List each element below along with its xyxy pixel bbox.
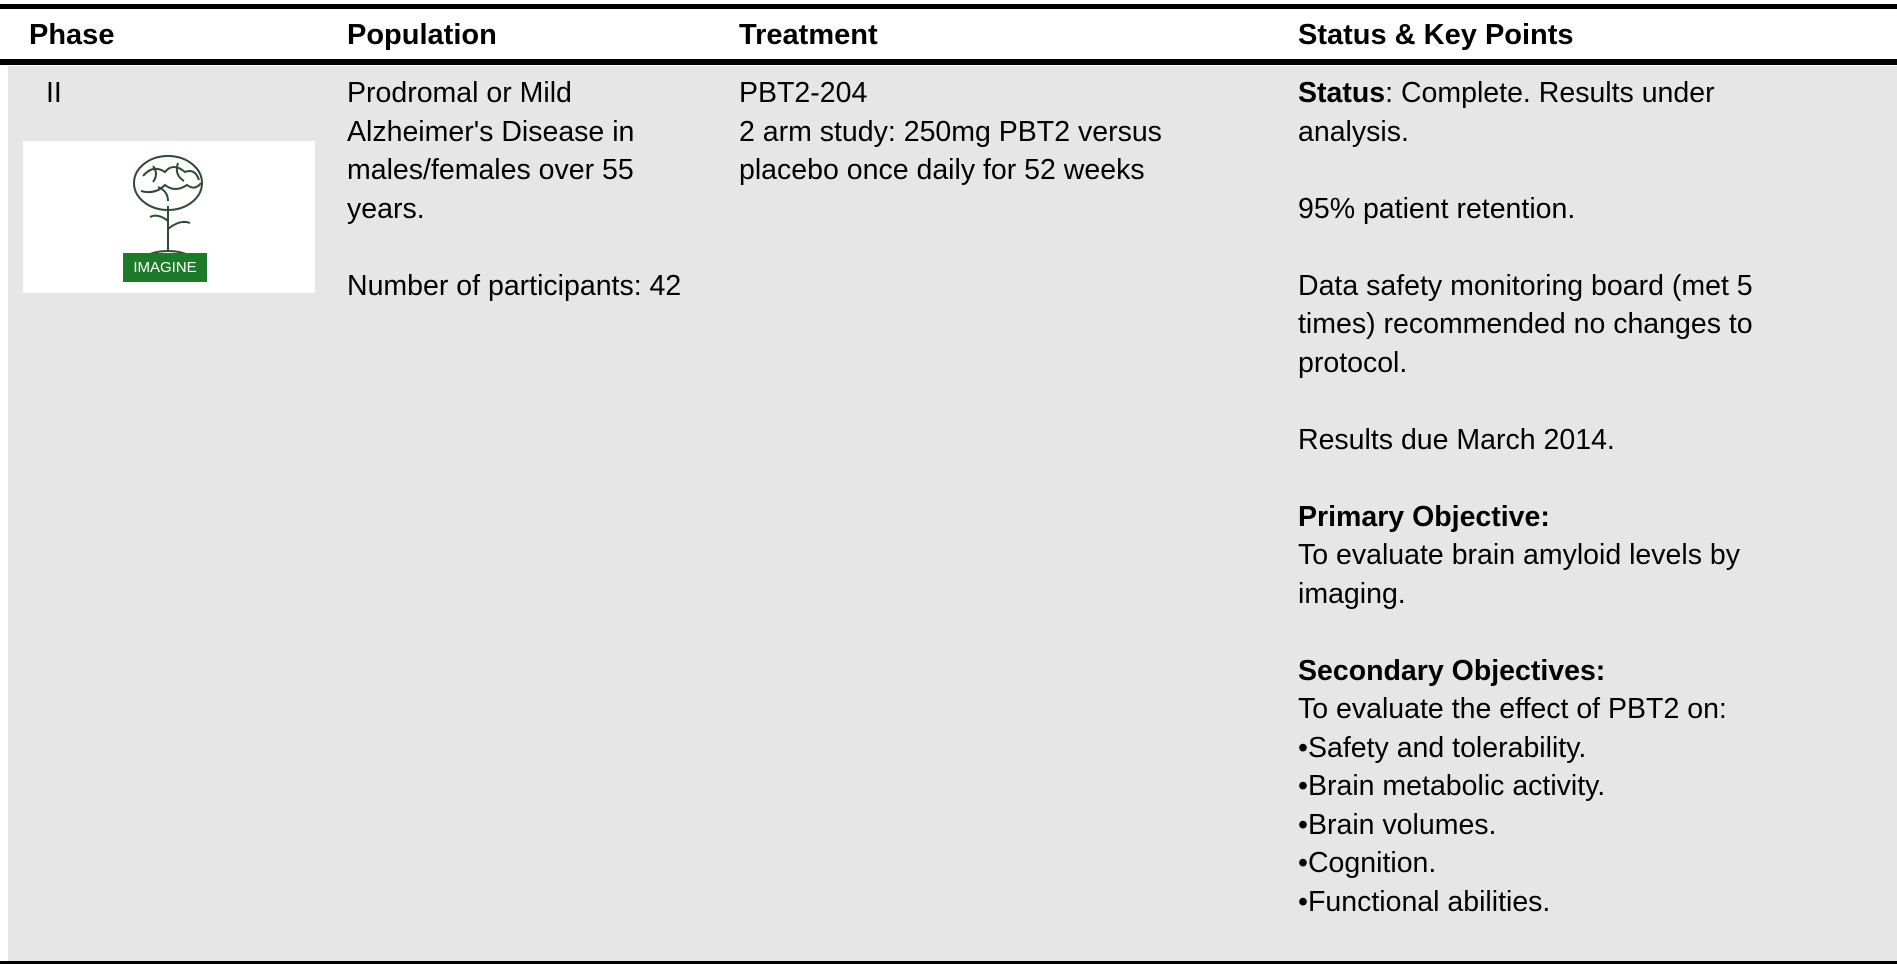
secondary-item: •Functional abilities.	[1298, 883, 1808, 922]
page: {"table": { "headers": ["Phase", "Popula…	[0, 0, 1897, 965]
population: Prodromal or Mild Alzheimer's Disease in…	[347, 74, 682, 344]
secondary-intro: To evaluate the effect of PBT2 on:	[1298, 690, 1808, 729]
secondary-heading-text: Secondary Objectives:	[1298, 655, 1605, 687]
status-label: Status	[1298, 77, 1385, 109]
treatment: PBT2-204 2 arm study: 250mg PBT2 versus …	[739, 74, 1229, 190]
note: Data safety monitoring board (met 5 time…	[1298, 267, 1808, 383]
status-line: Status: Complete. Results under analysis…	[1298, 74, 1808, 151]
primary-heading-text: Primary Objective:	[1298, 501, 1550, 533]
phase: II	[46, 74, 62, 113]
participants: Number of participants: 42	[347, 267, 682, 306]
bottom-rule	[0, 961, 1897, 964]
secondary-item: •Cognition.	[1298, 844, 1808, 883]
treatment-code: PBT2-204	[739, 74, 1229, 113]
population-text: Prodromal or Mild Alzheimer's Disease in…	[347, 74, 682, 228]
secondary-heading: Secondary Objectives:	[1298, 652, 1808, 691]
header-treatment: Treatment	[739, 17, 878, 53]
header-status: Status & Key Points	[1298, 17, 1574, 53]
top-rule	[0, 4, 1897, 9]
note: Results due March 2014.	[1298, 421, 1808, 460]
header-rule	[0, 59, 1897, 65]
note: 95% patient retention.	[1298, 190, 1808, 229]
header-population: Population	[347, 17, 497, 53]
primary-text: To evaluate brain amyloid levels by imag…	[1298, 536, 1808, 613]
primary-heading: Primary Objective:	[1298, 498, 1808, 537]
secondary-list: •Safety and tolerability.•Brain metaboli…	[1298, 729, 1808, 922]
status: Status: Complete. Results under analysis…	[1298, 74, 1808, 921]
header-phase: Phase	[29, 17, 114, 53]
secondary-item: •Safety and tolerability.	[1298, 729, 1808, 768]
logo-label: IMAGINE	[123, 253, 207, 282]
secondary-item: •Brain volumes.	[1298, 806, 1808, 845]
treatment-text: 2 arm study: 250mg PBT2 versus placebo o…	[739, 113, 1229, 190]
secondary-item: •Brain metabolic activity.	[1298, 767, 1808, 806]
